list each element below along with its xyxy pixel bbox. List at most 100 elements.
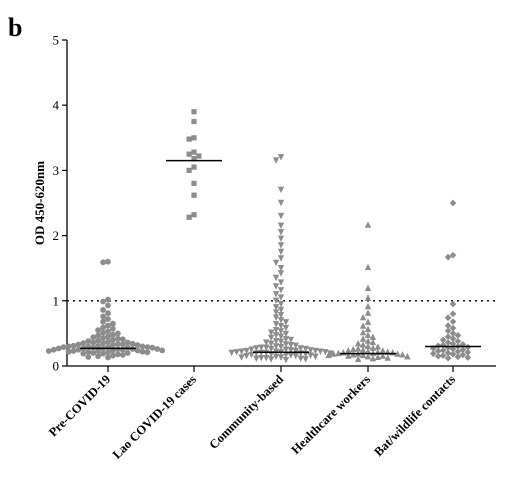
data-point	[115, 351, 121, 358]
y-tick-label: 0	[53, 359, 60, 374]
data-point	[449, 251, 457, 259]
data-point	[272, 297, 280, 304]
data-point	[345, 352, 352, 359]
data-point	[277, 311, 285, 319]
data-point	[277, 248, 285, 256]
data-point	[307, 352, 314, 359]
data-point	[115, 330, 121, 337]
data-point	[139, 348, 146, 355]
y-tick-label: 2	[53, 228, 60, 243]
data-point	[272, 283, 280, 290]
data-point	[277, 323, 285, 330]
data-point	[110, 342, 116, 348]
data-point	[292, 342, 299, 349]
data-point	[282, 346, 290, 353]
data-point	[258, 344, 265, 351]
data-point	[297, 345, 304, 352]
medians-layer	[80, 159, 481, 355]
data-point	[272, 343, 280, 350]
data-point	[364, 221, 372, 228]
data-point	[263, 344, 270, 351]
data-point	[85, 338, 92, 345]
data-point	[282, 356, 290, 364]
data-point	[449, 335, 457, 342]
data-point	[272, 259, 280, 267]
data-point	[282, 319, 290, 326]
data-point	[364, 331, 372, 338]
data-point	[75, 341, 82, 348]
data-point	[454, 353, 462, 361]
data-point	[369, 354, 377, 362]
data-point	[263, 354, 270, 362]
data-point	[434, 352, 442, 360]
data-point	[100, 335, 106, 341]
y-tick-label: 5	[53, 33, 60, 48]
data-point	[272, 157, 280, 164]
data-point	[444, 333, 452, 340]
data-point	[444, 349, 452, 357]
data-point	[307, 347, 314, 354]
data-point	[186, 136, 192, 142]
data-point	[277, 186, 285, 194]
data-point	[282, 341, 290, 348]
data-point	[100, 307, 106, 313]
data-point	[248, 351, 255, 359]
data-point	[439, 347, 447, 354]
data-point	[292, 347, 299, 355]
y-axis-title: OD 450-620nm	[32, 161, 47, 245]
data-point	[287, 352, 295, 359]
data-point	[282, 351, 290, 359]
data-point	[277, 199, 285, 207]
data-point	[350, 345, 357, 353]
data-point	[449, 350, 457, 358]
data-point	[191, 192, 197, 198]
data-point	[364, 342, 372, 349]
data-point	[243, 347, 250, 355]
data-point	[434, 347, 442, 355]
data-point	[364, 294, 372, 301]
data-point	[144, 344, 151, 350]
data-point	[45, 348, 52, 354]
panel-letter: b	[8, 13, 22, 42]
data-point	[243, 353, 250, 360]
data-point	[267, 356, 275, 363]
data-point	[228, 349, 235, 357]
data-point	[277, 333, 285, 340]
data-point	[322, 349, 329, 356]
data-point	[404, 353, 411, 360]
data-point	[444, 314, 452, 322]
data-point	[90, 339, 97, 346]
data-point	[359, 328, 367, 336]
data-point	[90, 334, 97, 341]
category-label: Community-based	[206, 372, 286, 452]
data-point	[238, 348, 245, 355]
data-point	[149, 344, 156, 351]
data-point	[364, 302, 372, 310]
data-point	[100, 340, 106, 347]
data-point	[277, 338, 285, 346]
category-label: Bat/wildlife contacts	[371, 372, 458, 459]
data-point	[70, 342, 77, 349]
data-point	[429, 350, 437, 357]
data-point	[191, 180, 197, 187]
data-point	[449, 330, 457, 337]
data-point	[454, 332, 462, 339]
data-point	[282, 336, 290, 343]
data-point	[277, 328, 285, 335]
data-point	[454, 337, 462, 345]
data-point	[449, 300, 457, 308]
data-point	[325, 351, 332, 359]
data-point	[379, 352, 386, 359]
data-point	[359, 351, 367, 359]
data-point	[272, 338, 280, 345]
data-point	[100, 313, 106, 320]
data-point	[459, 351, 467, 359]
data-point	[317, 348, 324, 355]
data-point	[277, 222, 285, 230]
category-label: Pre-COVID-19	[46, 372, 113, 439]
data-point	[464, 354, 472, 361]
data-point	[302, 345, 309, 353]
data-point	[369, 344, 377, 351]
data-point	[105, 349, 111, 356]
